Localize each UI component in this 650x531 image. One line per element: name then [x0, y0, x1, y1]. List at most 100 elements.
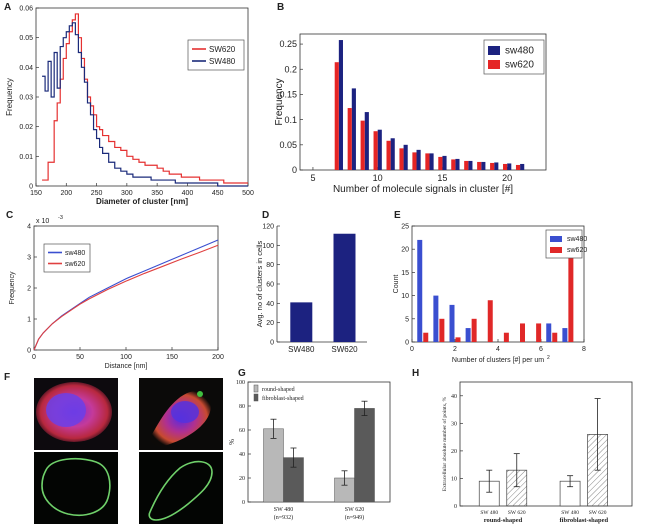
- y-tick-label: 0.15: [279, 90, 297, 100]
- legend-label: SW620: [209, 45, 236, 54]
- y-tick-label: 0.06: [19, 5, 33, 12]
- series-line-sw480: [42, 22, 248, 187]
- bar-sw620: [471, 318, 477, 342]
- y-tick-label: 20: [401, 247, 409, 254]
- bar-sw480: [290, 302, 313, 342]
- x-tick-label: 10: [373, 173, 383, 183]
- y-tick-label: 0.04: [19, 65, 33, 72]
- x-tick-label: 150: [166, 354, 178, 361]
- bar-sw620: [439, 318, 445, 342]
- y-tick-label: 0.2: [284, 64, 297, 74]
- bar-sw620: [490, 162, 495, 170]
- bar-sw480: [377, 129, 382, 170]
- bar-round-shaped: [263, 428, 284, 503]
- bar-sw480: [449, 304, 455, 342]
- y-tick-label: 0: [454, 504, 457, 510]
- x-tick-label: SW 480: [561, 510, 579, 516]
- bar-sw620: [334, 62, 339, 170]
- y-tick-label: 80: [239, 404, 245, 410]
- bar-sw480: [433, 295, 439, 342]
- x-tick-label: 250: [91, 190, 103, 197]
- x-tick-label: 4: [496, 346, 500, 353]
- y-axis-label: Frequency: [9, 271, 16, 305]
- y-tick-label: 15: [401, 270, 409, 277]
- bar-sw620: [477, 161, 482, 170]
- bar-sw620: [464, 160, 469, 170]
- y-tick-label: 0.03: [19, 94, 33, 101]
- y-tick-label: 40: [266, 301, 274, 308]
- chart-a-diameter: 150 200 250 300 350 400 450 500 0 0.01 0.02 0.03 0.0…: [5, 5, 254, 206]
- legend-swatch: [550, 247, 562, 253]
- microscopy-images: [34, 378, 223, 524]
- x-axis-label: Distance [nm]: [105, 363, 148, 370]
- y-tick-label: 0: [29, 183, 33, 190]
- legend-label: SW480: [209, 57, 236, 66]
- bar-sw480: [494, 162, 499, 170]
- legend-label: sw620: [567, 247, 587, 254]
- exponent-label: x 10: [36, 218, 49, 225]
- legend-box: [545, 229, 583, 259]
- y-tick-label: 40: [451, 394, 457, 400]
- panel-letter-f: F: [4, 372, 11, 383]
- legend-label: round-shaped: [262, 387, 295, 393]
- y-tick-label: 0.02: [19, 124, 33, 131]
- legend-label: sw620: [505, 60, 534, 71]
- y-tick-label: 5: [405, 316, 409, 323]
- bar-sw480: [507, 163, 512, 170]
- nucleus-round: [46, 393, 86, 427]
- bar-sw480: [455, 158, 460, 170]
- x-tick-label: 200: [60, 190, 72, 197]
- y-tick-label: 0: [27, 347, 31, 354]
- chart-g-shape-percent: 0 20 40 60 80 100 SW 480(n=932) SW 620(n=949)% r…: [228, 380, 391, 521]
- bar-sw480: [364, 112, 369, 170]
- series-line-sw620: [42, 13, 248, 184]
- y-tick-label: 0.1: [284, 115, 297, 125]
- y-tick-label: 0.05: [279, 140, 297, 150]
- panel-letter-d: D: [262, 210, 270, 221]
- y-tick-label: 20: [451, 449, 457, 455]
- bar-sw480: [403, 144, 408, 170]
- bar-sw620: [386, 140, 391, 170]
- exponent-power: -3: [58, 215, 63, 221]
- bar-sw480: [481, 161, 486, 170]
- cell-outline-fibroblast: [148, 460, 213, 521]
- bar-sw480: [351, 88, 356, 170]
- bar-sw480: [390, 138, 395, 170]
- y-tick-label: 1: [27, 316, 31, 323]
- y-tick-label: 0.01: [19, 154, 33, 161]
- y-tick-label: 100: [262, 243, 274, 250]
- x-tick-label: 20: [502, 173, 512, 183]
- plot-frame: [459, 381, 633, 507]
- nucleus-fibroblast: [171, 401, 199, 423]
- y-tick-label: 80: [266, 262, 274, 269]
- green-spot: [197, 391, 203, 397]
- bar-sw620: [373, 131, 378, 170]
- bar-fibroblast-shaped: [354, 408, 375, 503]
- bar-sw620: [520, 323, 525, 342]
- bar-sw480: [429, 153, 434, 170]
- plot-frame: [35, 7, 249, 187]
- bar-sw620: [503, 332, 509, 342]
- x-tick-label: 300: [121, 190, 133, 197]
- bar-sw620: [568, 253, 574, 342]
- legend-label: sw620: [65, 261, 85, 268]
- legend-swatch: [550, 236, 562, 242]
- bar-sw620: [399, 148, 404, 170]
- legend-box: [43, 243, 91, 273]
- x-tick-label: 15: [437, 173, 447, 183]
- panel-letter-c: C: [6, 210, 14, 221]
- y-tick-label: 3: [27, 254, 31, 261]
- bar-sw620: [455, 337, 461, 342]
- x-tick-label: SW480: [288, 345, 315, 354]
- legend-box: [187, 39, 245, 71]
- x-tick-label: 200: [212, 354, 224, 361]
- x-axis-label: Number of molecule signals in cluster [#…: [333, 184, 513, 195]
- x-tick-label: 5: [310, 173, 315, 183]
- y-axis-label: Count: [393, 275, 400, 294]
- legend-label: sw480: [567, 236, 587, 243]
- y-axis-label: Frequency: [274, 78, 285, 125]
- bar-sw620: [536, 323, 542, 342]
- bar-sw480: [417, 239, 423, 342]
- bar-sw620: [412, 152, 417, 170]
